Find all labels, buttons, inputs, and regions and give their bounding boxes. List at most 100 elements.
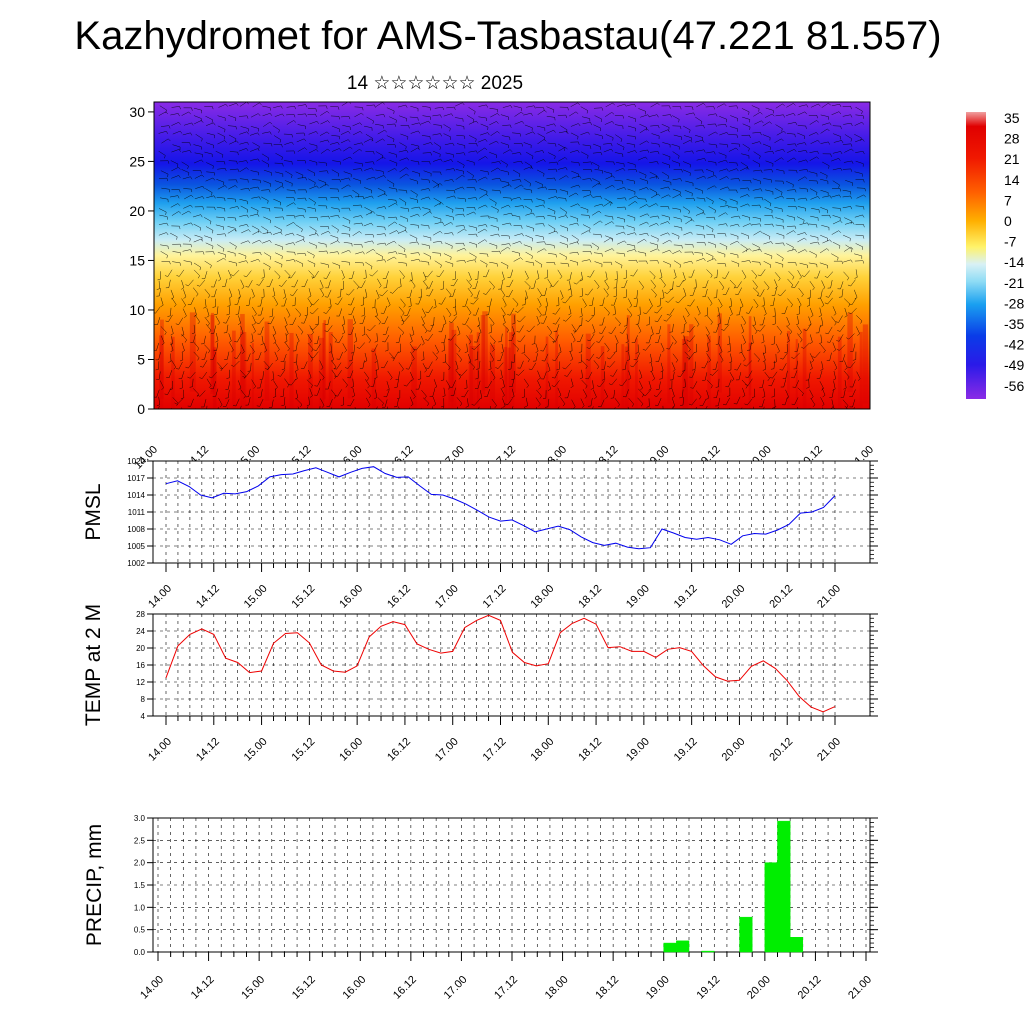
wind-barb xyxy=(820,128,828,134)
wind-barb xyxy=(707,296,713,304)
wind-barb xyxy=(536,308,542,315)
wind-barb xyxy=(751,269,758,277)
wind-barb-flag xyxy=(164,155,166,159)
wind-barb-flag xyxy=(735,147,739,151)
wind-barb xyxy=(407,308,411,316)
wind-barb xyxy=(260,389,263,398)
wind-barb xyxy=(797,297,802,306)
wind-barb xyxy=(764,344,767,353)
wind-barb-flag xyxy=(704,158,707,162)
wind-barb-flag xyxy=(758,247,760,251)
wind-barb xyxy=(352,131,361,136)
wind-barb-flag xyxy=(243,275,247,278)
wind-barb xyxy=(352,231,360,236)
wind-barb xyxy=(160,244,169,247)
wind-barb-flag xyxy=(371,195,374,199)
wind-barb xyxy=(500,288,506,296)
wind-barb-flag xyxy=(590,387,594,390)
wind-barb-flag xyxy=(862,214,865,218)
wind-barb-flag xyxy=(805,125,807,129)
wind-barb-flag xyxy=(201,159,204,163)
wind-barb xyxy=(319,139,328,143)
wind-barb-flag xyxy=(362,251,365,255)
wind-barb xyxy=(842,189,851,192)
wind-barb xyxy=(719,176,727,181)
wind-barb-flag xyxy=(268,189,271,193)
wind-barb xyxy=(412,170,420,174)
wind-barb xyxy=(420,188,429,191)
wind-barb-flag xyxy=(309,312,313,315)
wind-barb-flag xyxy=(191,107,193,111)
wind-barb-flag xyxy=(199,267,201,271)
wind-barb xyxy=(194,152,203,155)
wind-barb-flag xyxy=(624,240,627,244)
wind-barb xyxy=(371,270,378,277)
wind-barb-flag xyxy=(663,284,666,288)
wind-barb xyxy=(263,216,271,221)
wind-barb xyxy=(797,333,803,341)
wind-barb-flag xyxy=(463,152,466,156)
wind-barb-flag xyxy=(379,294,383,297)
wind-barb xyxy=(295,308,302,315)
wind-barb xyxy=(500,388,505,396)
wind-barb-flag xyxy=(402,276,405,280)
wind-barb-flag xyxy=(283,296,286,299)
wind-barb-flag xyxy=(458,373,462,376)
wind-barb xyxy=(274,243,283,248)
wind-barb-flag xyxy=(690,387,694,389)
wind-barb-flag xyxy=(839,245,841,249)
wind-barb-flag xyxy=(399,414,401,416)
wind-barb-flag xyxy=(231,349,234,353)
wind-barb xyxy=(580,308,583,317)
wind-barb xyxy=(569,259,578,263)
wind-barb xyxy=(536,169,545,174)
wind-barb xyxy=(705,405,708,409)
wind-barb-flag xyxy=(693,112,696,116)
wind-barb xyxy=(466,170,474,176)
wind-barb xyxy=(216,257,224,263)
wind-barb-flag xyxy=(459,359,462,363)
wind-barb-flag xyxy=(714,258,717,262)
wind-barb xyxy=(468,225,477,228)
wind-barb xyxy=(625,361,627,370)
wind-barb xyxy=(411,272,413,281)
wind-barb-flag xyxy=(607,349,610,352)
wind-barb xyxy=(651,326,654,335)
wind-barb-flag xyxy=(437,413,440,414)
wind-barb-flag xyxy=(302,239,306,243)
wind-barb xyxy=(500,169,509,173)
wind-barb-flag xyxy=(212,106,214,110)
wind-barb-flag xyxy=(368,340,371,343)
wind-barb xyxy=(386,297,391,306)
wind-barb xyxy=(433,379,437,387)
wind-barb xyxy=(354,407,357,409)
wind-barb-flag xyxy=(248,229,251,233)
wind-barb xyxy=(469,241,477,245)
wind-barb xyxy=(525,261,534,263)
x-tick-label: 19.12 xyxy=(672,736,700,764)
wind-barb-flag xyxy=(294,252,296,256)
wind-barb-flag xyxy=(504,403,508,406)
wind-barb-flag xyxy=(507,265,509,269)
wind-barb-flag xyxy=(712,413,715,414)
wind-barb xyxy=(775,224,784,227)
wind-barb-flag xyxy=(577,136,579,140)
wind-barb xyxy=(689,335,696,342)
wind-barb-flag xyxy=(174,304,177,308)
wind-barb xyxy=(696,158,705,161)
wind-barb xyxy=(432,406,433,409)
wind-barb-flag xyxy=(378,285,382,289)
wind-barb xyxy=(502,222,510,225)
wind-barb xyxy=(421,135,430,137)
wind-barb xyxy=(386,135,395,140)
wind-barb xyxy=(689,299,695,307)
wind-barb xyxy=(439,270,445,277)
wind-barb xyxy=(336,362,342,370)
wind-barb xyxy=(782,363,787,371)
wind-barb xyxy=(181,210,189,216)
wind-barb-flag xyxy=(452,209,454,213)
wind-barb xyxy=(672,371,675,380)
wind-barb xyxy=(469,252,477,258)
wind-barb xyxy=(716,269,718,278)
wind-barb-flag xyxy=(691,260,694,264)
